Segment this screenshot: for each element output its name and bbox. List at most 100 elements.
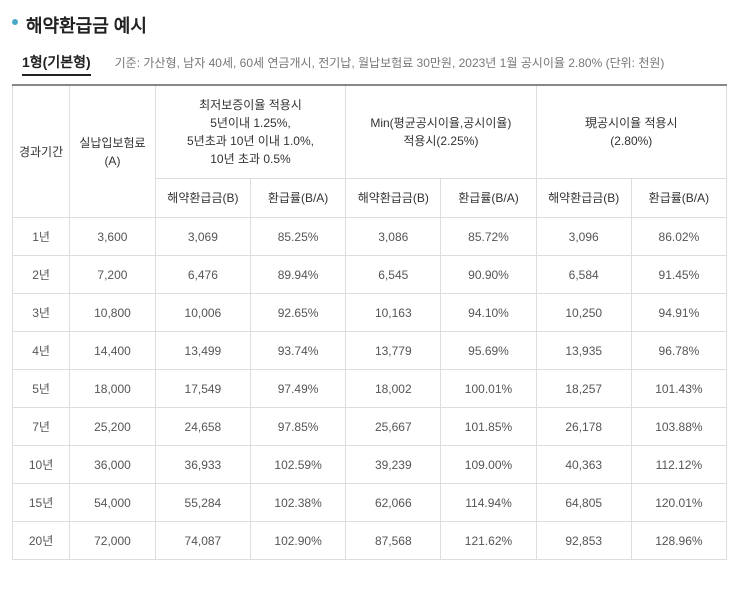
cell-p1: 92.65% <box>250 294 345 332</box>
cell-r1: 13,499 <box>155 332 250 370</box>
table-row: 5년18,00017,54997.49%18,002100.01%18,2571… <box>13 370 727 408</box>
header-refund-2: 해약환급금(B) <box>346 179 441 218</box>
cell-period: 10년 <box>13 446 70 484</box>
cell-p3: 94.91% <box>631 294 726 332</box>
cell-r3: 13,935 <box>536 332 631 370</box>
header-g1-l4: 10년 초과 0.5% <box>210 152 291 166</box>
cell-p2: 90.90% <box>441 256 536 294</box>
cell-r2: 6,545 <box>346 256 441 294</box>
cell-r2: 87,568 <box>346 522 441 560</box>
cell-p2: 100.01% <box>441 370 536 408</box>
cell-r1: 74,087 <box>155 522 250 560</box>
table-row: 1년3,6003,06985.25%3,08685.72%3,09686.02% <box>13 218 727 256</box>
cell-paid: 36,000 <box>70 446 156 484</box>
cell-r2: 39,239 <box>346 446 441 484</box>
header-rate-1: 환급률(B/A) <box>250 179 345 218</box>
header-paid-line2: (A) <box>104 154 120 168</box>
cell-r3: 6,584 <box>536 256 631 294</box>
table-row: 10년36,00036,933102.59%39,239109.00%40,36… <box>13 446 727 484</box>
cell-paid: 54,000 <box>70 484 156 522</box>
cell-r2: 13,779 <box>346 332 441 370</box>
cell-r1: 10,006 <box>155 294 250 332</box>
cell-paid: 72,000 <box>70 522 156 560</box>
header-group-current-rate: 現공시이율 적용시 (2.80%) <box>536 85 726 179</box>
header-g3-l2: (2.80%) <box>610 134 652 148</box>
cell-p3: 103.88% <box>631 408 726 446</box>
cell-r3: 92,853 <box>536 522 631 560</box>
table-row: 20년72,00074,087102.90%87,568121.62%92,85… <box>13 522 727 560</box>
header-rate-3: 환급률(B/A) <box>631 179 726 218</box>
cell-period: 15년 <box>13 484 70 522</box>
cell-period: 7년 <box>13 408 70 446</box>
cell-r3: 40,363 <box>536 446 631 484</box>
cell-r2: 25,667 <box>346 408 441 446</box>
cell-period: 4년 <box>13 332 70 370</box>
cell-r2: 3,086 <box>346 218 441 256</box>
cell-p2: 121.62% <box>441 522 536 560</box>
header-g1-l1: 최저보증이율 적용시 <box>199 98 302 112</box>
cell-p2: 94.10% <box>441 294 536 332</box>
cell-r1: 6,476 <box>155 256 250 294</box>
table-row: 2년7,2006,47689.94%6,54590.90%6,58491.45% <box>13 256 727 294</box>
cell-p1: 97.49% <box>250 370 345 408</box>
header-rate-2: 환급률(B/A) <box>441 179 536 218</box>
cell-paid: 14,400 <box>70 332 156 370</box>
cell-p2: 101.85% <box>441 408 536 446</box>
cell-p1: 102.59% <box>250 446 345 484</box>
cell-paid: 7,200 <box>70 256 156 294</box>
cell-period: 2년 <box>13 256 70 294</box>
cell-p1: 102.38% <box>250 484 345 522</box>
header-g1-l3: 5년초과 10년 이내 1.0%, <box>187 134 314 148</box>
cell-p1: 102.90% <box>250 522 345 560</box>
cell-paid: 3,600 <box>70 218 156 256</box>
cell-p2: 85.72% <box>441 218 536 256</box>
cell-paid: 25,200 <box>70 408 156 446</box>
cell-paid: 18,000 <box>70 370 156 408</box>
cell-r1: 55,284 <box>155 484 250 522</box>
cell-r3: 64,805 <box>536 484 631 522</box>
cell-period: 1년 <box>13 218 70 256</box>
cell-p3: 101.43% <box>631 370 726 408</box>
header-period: 경과기간 <box>13 85 70 218</box>
header-paid-line1: 실납입보험료 <box>79 136 145 150</box>
refund-table: 경과기간 실납입보험료 (A) 최저보증이율 적용시 5년이내 1.25%, 5… <box>12 84 727 560</box>
cell-p2: 114.94% <box>441 484 536 522</box>
cell-p3: 112.12% <box>631 446 726 484</box>
table-row: 15년54,00055,284102.38%62,066114.94%64,80… <box>13 484 727 522</box>
table-row: 3년10,80010,00692.65%10,16394.10%10,25094… <box>13 294 727 332</box>
cell-p2: 109.00% <box>441 446 536 484</box>
subtitle-row: 1형(기본형) 기준: 가산형, 남자 40세, 60세 연금개시, 전기납, … <box>12 52 727 76</box>
plan-type-label: 1형(기본형) <box>22 52 91 76</box>
cell-r2: 10,163 <box>346 294 441 332</box>
header-g1-l2: 5년이내 1.25%, <box>210 116 291 130</box>
cell-period: 5년 <box>13 370 70 408</box>
cell-period: 20년 <box>13 522 70 560</box>
cell-r1: 24,658 <box>155 408 250 446</box>
cell-r2: 62,066 <box>346 484 441 522</box>
cell-r1: 36,933 <box>155 446 250 484</box>
cell-r3: 18,257 <box>536 370 631 408</box>
criteria-text: 기준: 가산형, 남자 40세, 60세 연금개시, 전기납, 월납보험료 30… <box>115 54 665 71</box>
cell-p1: 85.25% <box>250 218 345 256</box>
header-refund-3: 해약환급금(B) <box>536 179 631 218</box>
cell-p1: 97.85% <box>250 408 345 446</box>
cell-p3: 128.96% <box>631 522 726 560</box>
cell-p3: 96.78% <box>631 332 726 370</box>
cell-p3: 86.02% <box>631 218 726 256</box>
cell-r1: 17,549 <box>155 370 250 408</box>
header-g3-l1: 現공시이율 적용시 <box>585 116 678 130</box>
cell-r1: 3,069 <box>155 218 250 256</box>
cell-p3: 120.01% <box>631 484 726 522</box>
table-row: 4년14,40013,49993.74%13,77995.69%13,93596… <box>13 332 727 370</box>
cell-p1: 89.94% <box>250 256 345 294</box>
cell-r3: 3,096 <box>536 218 631 256</box>
header-refund-1: 해약환급금(B) <box>155 179 250 218</box>
cell-paid: 10,800 <box>70 294 156 332</box>
header-paid: 실납입보험료 (A) <box>70 85 156 218</box>
header-group-min-guarantee: 최저보증이율 적용시 5년이내 1.25%, 5년초과 10년 이내 1.0%,… <box>155 85 345 179</box>
cell-period: 3년 <box>13 294 70 332</box>
table-row: 7년25,20024,65897.85%25,667101.85%26,1781… <box>13 408 727 446</box>
header-g2-l1: Min(평균공시이율,공시이율) <box>370 116 511 130</box>
cell-r2: 18,002 <box>346 370 441 408</box>
page-title: 해약환급금 예시 <box>12 12 727 38</box>
